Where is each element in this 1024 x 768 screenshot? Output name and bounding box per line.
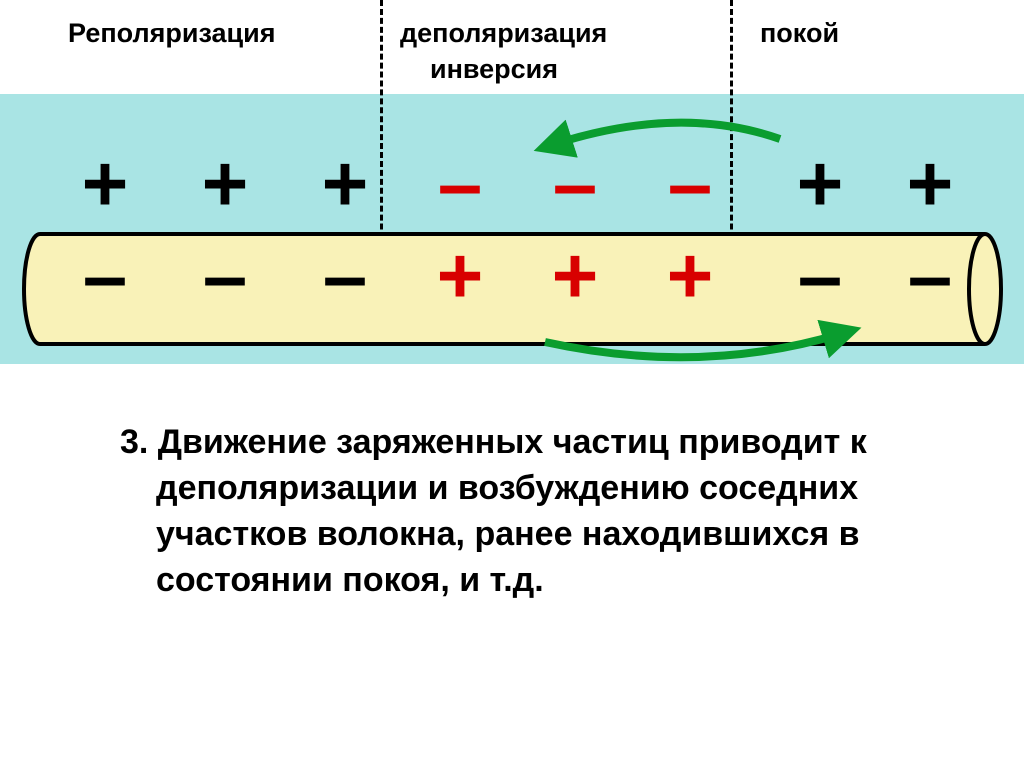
- nerve-fiber-cylinder: [0, 94, 1024, 364]
- caption-text: 3. Движение заряженных частиц приводит к…: [120, 420, 920, 604]
- charge-symbol: –: [425, 144, 495, 224]
- charge-symbol: +: [655, 236, 725, 316]
- charge-symbol: –: [70, 236, 140, 316]
- charge-symbol: +: [70, 144, 140, 224]
- label-rest: покой: [760, 18, 839, 49]
- charge-symbol: +: [425, 236, 495, 316]
- charge-symbol: –: [655, 144, 725, 224]
- charge-symbol: –: [895, 236, 965, 316]
- header-labels: Реполяризация деполяризация инверсия пок…: [0, 18, 1024, 88]
- label-inversion: инверсия: [430, 54, 558, 85]
- charge-symbol: –: [310, 236, 380, 316]
- charge-symbol: +: [310, 144, 380, 224]
- charge-symbol: +: [785, 144, 855, 224]
- charge-symbol: +: [895, 144, 965, 224]
- charge-symbol: –: [190, 236, 260, 316]
- label-depolarization: деполяризация: [400, 18, 607, 49]
- charge-symbol: +: [540, 236, 610, 316]
- charge-symbol: –: [540, 144, 610, 224]
- diagram-area: +++–––++–––+++––: [0, 94, 1024, 364]
- label-repolarization: Реполяризация: [68, 18, 276, 49]
- charge-symbol: +: [190, 144, 260, 224]
- charge-symbol: –: [785, 236, 855, 316]
